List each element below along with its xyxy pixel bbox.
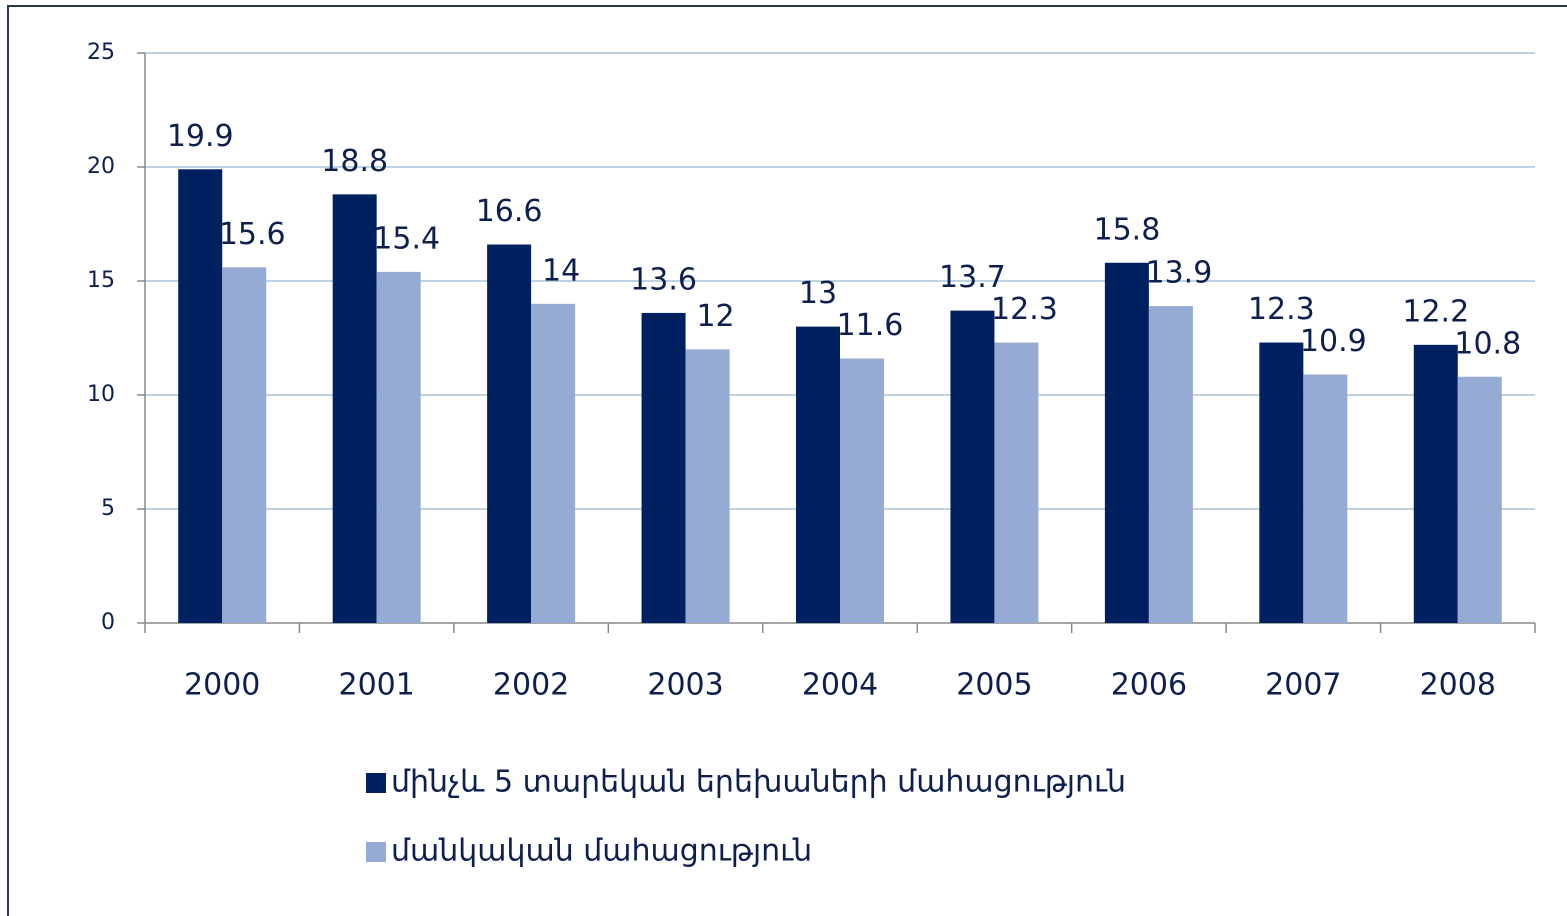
bar	[1413, 344, 1458, 623]
bar	[1104, 262, 1149, 623]
bar	[994, 342, 1039, 623]
data-label: 18.8	[321, 144, 388, 179]
frame	[7, 5, 1567, 916]
legend-swatch	[366, 842, 386, 862]
data-label: 14	[542, 253, 580, 288]
y-tick-label: 5	[101, 496, 115, 521]
x-tick-label: 2005	[956, 668, 1032, 703]
data-label: 13.9	[1145, 256, 1212, 291]
legend-label: մանկական մահացություն	[391, 834, 812, 869]
data-label: 12.3	[1248, 292, 1315, 327]
x-tick-label: 2001	[338, 668, 414, 703]
bar	[685, 349, 730, 623]
bar	[796, 326, 840, 623]
data-label: 15.8	[1093, 212, 1160, 247]
bar	[1148, 306, 1193, 623]
data-label: 10.9	[1300, 324, 1367, 359]
bar	[840, 358, 884, 623]
data-label: 11.6	[837, 308, 904, 343]
x-tick-label: 2008	[1420, 668, 1496, 703]
data-label: 13.7	[939, 260, 1006, 295]
x-tick-label: 2004	[802, 668, 878, 703]
data-label: 13.6	[630, 262, 697, 297]
data-label: 15.6	[219, 217, 286, 252]
data-label: 12.3	[991, 292, 1058, 327]
y-tick-label: 25	[87, 40, 115, 65]
data-label: 10.8	[1454, 326, 1521, 361]
bar	[1303, 374, 1348, 623]
x-tick-label: 2006	[1111, 668, 1187, 703]
bar	[487, 244, 532, 623]
bar	[222, 267, 267, 623]
bar	[332, 194, 377, 624]
data-label: 16.6	[476, 194, 543, 229]
y-tick-label: 0	[101, 610, 115, 635]
data-label: 12.2	[1402, 294, 1469, 329]
data-label: 13	[799, 276, 837, 311]
data-label: 19.9	[167, 119, 234, 154]
bar	[950, 310, 995, 623]
x-tick-label: 2002	[493, 668, 569, 703]
y-tick-label: 10	[87, 382, 115, 407]
legend-label: մինչև 5 տարեկան երեխաների մահացություն	[391, 765, 1126, 800]
bar	[641, 312, 686, 623]
x-tick-label: 2003	[647, 668, 723, 703]
bar	[1457, 376, 1502, 623]
bar	[376, 271, 421, 623]
y-tick-label: 15	[87, 268, 115, 293]
bar	[178, 169, 223, 623]
bar	[531, 303, 576, 623]
data-label: 15.4	[373, 221, 440, 256]
data-label: 12	[696, 299, 734, 334]
y-tick-label: 20	[87, 154, 115, 179]
x-tick-label: 2000	[184, 668, 260, 703]
legend-swatch	[366, 773, 386, 793]
bar	[1259, 342, 1304, 623]
x-tick-label: 2007	[1265, 668, 1341, 703]
